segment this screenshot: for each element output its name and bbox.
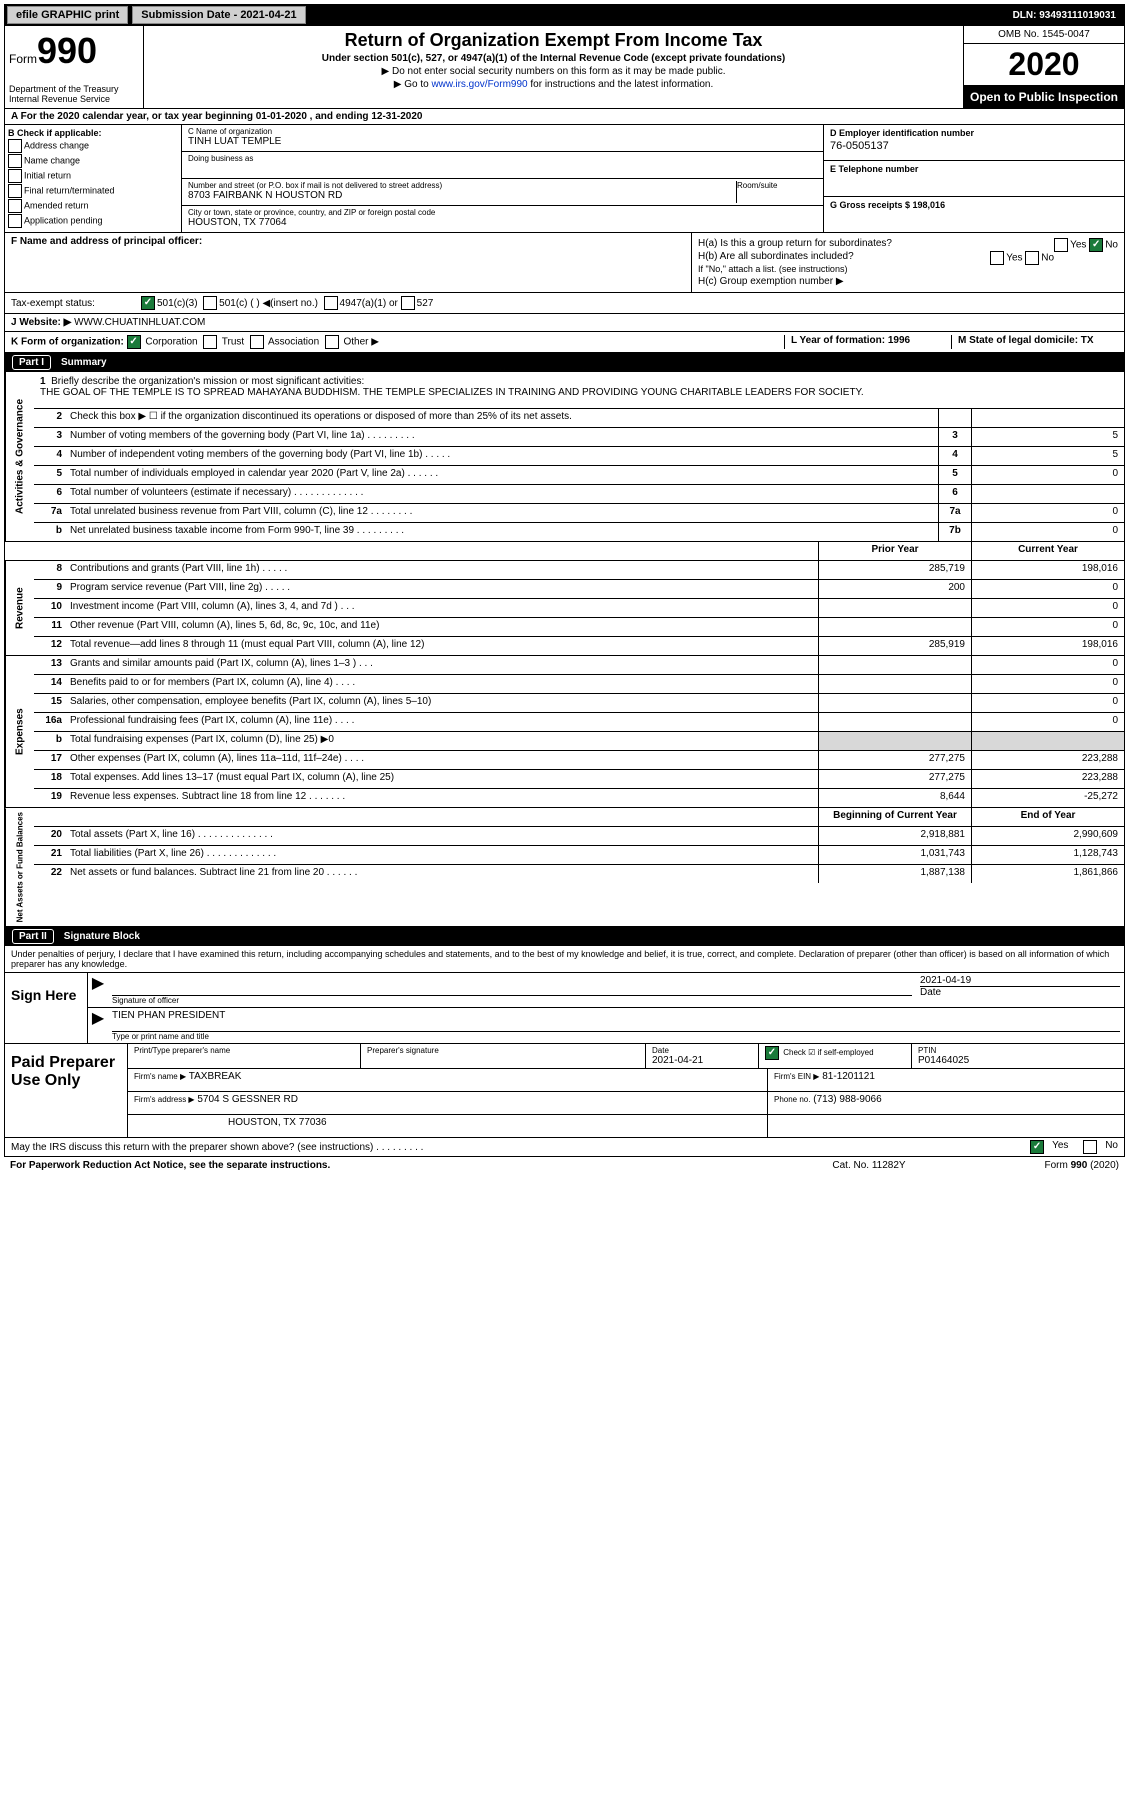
state-domicile: M State of legal domicile: TX	[951, 335, 1118, 349]
form-header: Form990 Department of the Treasury Inter…	[4, 26, 1125, 109]
form-number: Form990	[9, 30, 139, 72]
submission-date-button[interactable]: Submission Date - 2021-04-21	[132, 6, 305, 24]
table-row: 7aTotal unrelated business revenue from …	[34, 504, 1124, 523]
firm-name: TAXBREAK	[189, 1071, 242, 1082]
firm-phone: (713) 988-9066	[813, 1094, 881, 1105]
ein: 76-0505137	[830, 140, 1118, 152]
table-row: 16aProfessional fundraising fees (Part I…	[34, 713, 1124, 732]
sign-date: 2021-04-19	[920, 975, 1120, 986]
row-klm: K Form of organization: ✓ Corporation Tr…	[4, 332, 1125, 353]
table-row: bTotal fundraising expenses (Part IX, co…	[34, 732, 1124, 751]
501c3-checkbox[interactable]: ✓	[141, 296, 155, 310]
gross-receipts: G Gross receipts $ 198,016	[830, 200, 1118, 210]
form-subtitle-3: ▶ Go to www.irs.gov/Form990 for instruct…	[152, 79, 955, 90]
governance-section: Activities & Governance 1 Briefly descri…	[4, 372, 1125, 542]
table-row: 8Contributions and grants (Part VIII, li…	[34, 561, 1124, 580]
topbar: efile GRAPHIC print Submission Date - 20…	[4, 4, 1125, 26]
preparer-block: Paid Preparer Use Only Print/Type prepar…	[4, 1044, 1125, 1138]
section-b: B Check if applicable: Address change Na…	[5, 125, 182, 232]
table-row: 18Total expenses. Add lines 13–17 (must …	[34, 770, 1124, 789]
discuss-yes-checkbox[interactable]: ✓	[1030, 1140, 1044, 1154]
ptin: P01464025	[918, 1055, 1118, 1066]
expenses-section: Expenses 13Grants and similar amounts pa…	[4, 656, 1125, 808]
table-row: 10Investment income (Part VIII, column (…	[34, 599, 1124, 618]
table-row: 2Check this box ▶ ☐ if the organization …	[34, 409, 1124, 428]
table-row: 3Number of voting members of the governi…	[34, 428, 1124, 447]
officer-name: TIEN PHAN PRESIDENT	[112, 1010, 1120, 1021]
table-row: 13Grants and similar amounts paid (Part …	[34, 656, 1124, 675]
form-title: Return of Organization Exempt From Incom…	[152, 30, 955, 51]
footer: For Paperwork Reduction Act Notice, see …	[4, 1157, 1125, 1174]
table-row: 14Benefits paid to or for members (Part …	[34, 675, 1124, 694]
arrow-icon: ▶	[88, 973, 108, 1007]
org-name: TINH LUAT TEMPLE	[188, 136, 817, 147]
form-subtitle-2: ▶ Do not enter social security numbers o…	[152, 66, 955, 77]
efile-button[interactable]: efile GRAPHIC print	[7, 6, 128, 24]
table-row: 15Salaries, other compensation, employee…	[34, 694, 1124, 713]
table-row: 6Total number of volunteers (estimate if…	[34, 485, 1124, 504]
arrow-icon: ▶	[88, 1008, 108, 1043]
website-row: J Website: ▶ WWW.CHUATINHLUAT.COM	[4, 314, 1125, 332]
tax-exempt-status: Tax-exempt status: ✓ 501(c)(3) 501(c) ( …	[4, 293, 1125, 314]
website-url: WWW.CHUATINHLUAT.COM	[74, 317, 205, 328]
section-f-h: F Name and address of principal officer:…	[4, 233, 1125, 293]
dept-label: Department of the Treasury Internal Reve…	[9, 84, 139, 104]
mission-text: THE GOAL OF THE TEMPLE IS TO SPREAD MAHA…	[40, 387, 864, 398]
firm-address: 5704 S GESSNER RD	[197, 1094, 298, 1105]
discuss-no-checkbox[interactable]	[1083, 1140, 1097, 1154]
year-header-row: . Prior Year Current Year	[4, 542, 1125, 561]
sign-block: Sign Here ▶ Signature of officer 2021-04…	[4, 973, 1125, 1044]
part-1-header: Part I Summary	[4, 353, 1125, 372]
table-row: bNet unrelated business taxable income f…	[34, 523, 1124, 541]
revenue-section: Revenue 8Contributions and grants (Part …	[4, 561, 1125, 656]
part-2-header: Part II Signature Block	[4, 927, 1125, 946]
irs-link[interactable]: www.irs.gov/Form990	[431, 79, 527, 90]
row-a-period: A For the 2020 calendar year, or tax yea…	[4, 109, 1125, 125]
table-row: 9Program service revenue (Part VIII, lin…	[34, 580, 1124, 599]
table-row: 11Other revenue (Part VIII, column (A), …	[34, 618, 1124, 637]
firm-ein: 81-1201121	[822, 1071, 875, 1082]
omb-number: OMB No. 1545-0047	[964, 26, 1124, 44]
org-city: HOUSTON, TX 77064	[188, 217, 817, 228]
discuss-row: May the IRS discuss this return with the…	[4, 1138, 1125, 1157]
org-address: 8703 FAIRBANK N HOUSTON RD	[188, 190, 736, 201]
table-row: 20Total assets (Part X, line 16) . . . .…	[34, 827, 1124, 846]
form-subtitle-1: Under section 501(c), 527, or 4947(a)(1)…	[152, 53, 955, 64]
netassets-section: Net Assets or Fund Balances Beginning of…	[4, 808, 1125, 927]
table-row: 12Total revenue—add lines 8 through 11 (…	[34, 637, 1124, 655]
tax-year: 2020	[964, 44, 1124, 86]
table-row: 22Net assets or fund balances. Subtract …	[34, 865, 1124, 883]
year-formation: L Year of formation: 1996	[784, 335, 951, 349]
org-info-grid: B Check if applicable: Address change Na…	[4, 125, 1125, 233]
table-row: 21Total liabilities (Part X, line 26) . …	[34, 846, 1124, 865]
table-row: 4Number of independent voting members of…	[34, 447, 1124, 466]
open-to-public: Open to Public Inspection	[964, 86, 1124, 108]
section-c: C Name of organization TINH LUAT TEMPLE …	[182, 125, 823, 232]
table-row: 19Revenue less expenses. Subtract line 1…	[34, 789, 1124, 807]
table-row: 5Total number of individuals employed in…	[34, 466, 1124, 485]
table-row: 17Other expenses (Part IX, column (A), l…	[34, 751, 1124, 770]
dln-label: DLN: 93493111019031	[1013, 10, 1124, 21]
declaration-text: Under penalties of perjury, I declare th…	[4, 946, 1125, 973]
section-d-e-g: D Employer identification number 76-0505…	[823, 125, 1124, 232]
